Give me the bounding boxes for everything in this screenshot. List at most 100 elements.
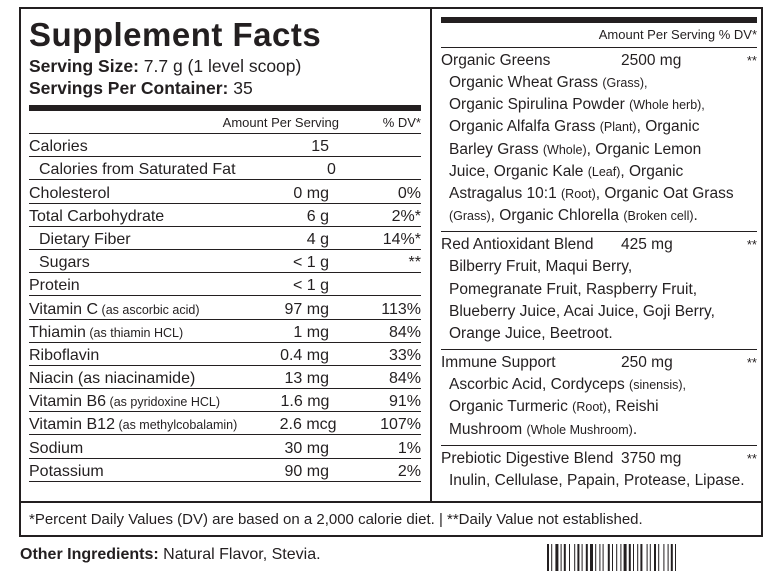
ingredient-line: Organic Spirulina Powder (Whole herb), [449, 94, 757, 116]
serving-size-label: Serving Size: [29, 56, 139, 76]
servings-label: Servings Per Container: [29, 78, 229, 98]
blend-amount: 425 mg [621, 236, 673, 254]
nutrient-name: Sodium [29, 439, 84, 457]
blend-dv: ** [746, 355, 757, 371]
nutrient-name: Protein [29, 277, 80, 295]
nutrient-row: Sugars < 1 g ** [29, 250, 421, 274]
ingredient-text: Organic Wheat Grass [449, 74, 603, 91]
nutrient-row: Vitamin C (as ascorbic acid) 97 mg 113% [29, 296, 421, 320]
nutrient-amount: 0.4 mg [280, 346, 329, 364]
blend-ingredients: Bilberry Fruit, Maqui Berry, Pomegranate … [441, 256, 757, 345]
ingredient-source-note: (Whole Mushroom) [526, 422, 633, 437]
barcode-bar [581, 544, 583, 571]
ingredient-text: Mushroom [449, 420, 527, 438]
blend-name: Immune Support [441, 354, 556, 372]
nutrient-amount: 6 g [306, 207, 329, 225]
blend-section: Red Antioxidant Blend 425 mg ** Bilberry Fr… [441, 232, 757, 351]
ingredient-source-note: (Root) [572, 400, 607, 415]
barcode-bar [646, 544, 648, 571]
other-ingredients-value: Natural Flavor, Stevia. [158, 546, 321, 563]
right-column-header: Amount Per Serving % DV* [441, 23, 757, 48]
panel-title: Supplement Facts [29, 16, 322, 53]
ingredient-text: , Reishi [606, 398, 659, 416]
ingredient-source-note: (Plant) [599, 120, 637, 135]
blend-name: Red Antioxidant Blend [441, 236, 594, 254]
blend-section: Prebiotic Digestive Blend 3750 mg ** Inulin… [441, 446, 757, 496]
blend-section: Immune Support 250 mg ** Ascorbic Acid, Cor… [441, 350, 757, 446]
nutrient-name: Thiamin (as thiamin HCL) [29, 323, 184, 341]
barcode-bar [654, 544, 656, 571]
barcode-bar [602, 544, 604, 571]
ingredient-line: Astragalus 10:1 (Root), Organic Oat Gras… [449, 183, 757, 205]
nutrient-amount: 1 mg [293, 323, 329, 341]
ingredient-text: Organic Alfalfa Grass [449, 118, 600, 136]
ingredient-line: (Grass), Organic Chlorella (Broken cell)… [449, 205, 757, 227]
ingredient-text: , Organic Chlorella [490, 207, 624, 225]
ingredient-source-note: (sinensis), [629, 378, 687, 393]
nutrient-row: Calories 15 [29, 134, 421, 158]
barcode-bar [637, 544, 639, 571]
blend-header: Prebiotic Digestive Blend 3750 mg ** [441, 448, 757, 470]
barcode-bar [585, 544, 588, 571]
nutrient-dv: 113% [381, 300, 421, 318]
nutrient-dv: 0% [397, 184, 421, 202]
ingredient-line: Blueberry Juice, Acai Juice, Goji Berry, [449, 301, 757, 323]
barcode-bar [595, 544, 597, 571]
ingredient-line: Inulin, Cellulase, Papain, Protease, Lip… [449, 470, 757, 492]
nutrient-row: Sodium 30 mg 1% [29, 435, 421, 459]
nutrient-name: Calories from Saturated Fat [39, 161, 236, 179]
nutrient-dv: 84% [388, 323, 421, 341]
blend-header: Red Antioxidant Blend 425 mg ** [441, 234, 757, 256]
blend-ingredients: Organic Wheat Grass (Grass), Organic Spir… [441, 72, 757, 227]
blend-dv: ** [746, 450, 757, 466]
serving-size-value: 7.7 g (1 level scoop) [138, 56, 302, 76]
barcode-bar [675, 544, 676, 571]
blend-dv: ** [746, 53, 757, 68]
nutrient-name: Niacin (as niacinamide) [29, 370, 196, 388]
thick-rule [29, 105, 421, 111]
barcode-bar [628, 544, 631, 571]
ingredient-text: Organic Spirulina Powder [449, 96, 630, 114]
ingredient-text: Astragalus 10:1 [449, 185, 562, 203]
barcode-bar [599, 544, 601, 571]
barcode-bar [577, 544, 580, 571]
left-column: Supplement Facts Serving Size: 7.7 g (1 … [29, 9, 421, 482]
barcode-bar [667, 544, 669, 571]
nutrient-name: Riboflavin [29, 346, 100, 364]
other-ingredients: Other Ingredients: Natural Flavor, Stevi… [20, 546, 321, 564]
nutrient-source-note: (as ascorbic acid) [98, 302, 200, 317]
ingredient-line: Pomegranate Fruit, Raspberry Fruit, [449, 279, 757, 301]
ingredient-text: Organic Turmeric [449, 398, 573, 416]
nutrient-dv: 84% [388, 370, 421, 388]
ingredient-source-note: (Whole herb), [629, 98, 705, 113]
ingredient-text: Juice, Organic Kale [449, 162, 588, 180]
ingredient-line: Mushroom (Whole Mushroom). [449, 419, 757, 441]
nutrient-dv: 14%* [382, 230, 421, 248]
ingredient-text: . [632, 420, 638, 438]
thick-rule-right [441, 17, 757, 23]
ingredient-line: Organic Wheat Grass (Grass), [449, 72, 757, 94]
nutrient-dv: 1% [397, 439, 421, 457]
ingredient-source-note: (Root) [561, 187, 596, 202]
blend-list: Organic Greens 2500 mg ** Organic Wheat Gra… [441, 48, 757, 496]
nutrient-amount: 1.6 mg [280, 393, 330, 411]
other-ingredients-label: Other Ingredients: [20, 546, 159, 563]
barcode-bar [633, 544, 634, 571]
ingredient-text: , Organic Oat Grass [595, 185, 734, 203]
barcode-bar [574, 544, 576, 571]
nutrient-row: Cholesterol 0 mg 0% [29, 180, 421, 204]
barcode-bar [607, 544, 610, 571]
nutrient-name: Vitamin B6 (as pyridoxine HCL) [29, 393, 221, 411]
ingredient-line: Juice, Organic Kale (Leaf), Organic [449, 161, 757, 183]
nutrient-amount: 97 mg [284, 300, 329, 318]
barcode-bar [551, 544, 553, 571]
barcode-bar [620, 544, 622, 571]
barcode-bar [616, 544, 618, 571]
nutrient-dv: 107% [380, 416, 421, 434]
nutrient-amount: 15 [311, 138, 329, 156]
barcode-bar [658, 544, 660, 571]
ingredient-text: Bilberry Fruit, Maqui Berry, [449, 258, 633, 276]
nutrient-row: Potassium 90 mg 2% [29, 459, 421, 482]
ingredient-source-note: (Broken cell) [623, 209, 694, 224]
ingredient-text: Blueberry Juice, Acai Juice, Goji Berry, [449, 302, 715, 320]
